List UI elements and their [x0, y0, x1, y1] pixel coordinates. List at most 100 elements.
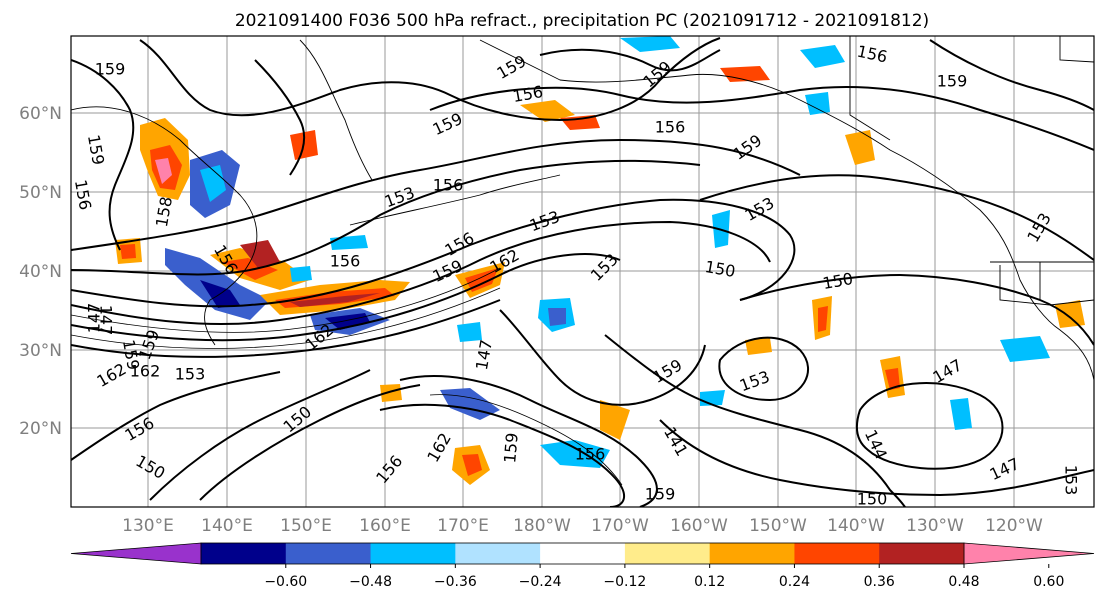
contour-label: 147 [85, 303, 104, 334]
precip-patch [462, 454, 482, 476]
coastline-aleutians [349, 174, 561, 226]
contour-label: 159 [937, 72, 968, 91]
colorbar-tick-label: −0.12 [603, 574, 646, 590]
colorbar-tick-label: −0.48 [349, 574, 392, 590]
longitude-label: 140°E [201, 516, 253, 536]
precip-patch [240, 240, 280, 268]
contour-line [399, 375, 658, 507]
precip-patch [540, 440, 610, 468]
contour-label: 162 [130, 362, 161, 381]
precip-patch [745, 338, 772, 355]
contour-line [929, 39, 1094, 111]
colorbar-segment [370, 543, 456, 564]
contour-line [71, 198, 796, 308]
precip-patch [950, 398, 972, 430]
longitude-label: 180°W [513, 516, 571, 536]
contour-label: 156 [71, 178, 95, 211]
precip-patch [800, 45, 845, 68]
contour-line-thin [71, 287, 501, 349]
longitude-label: 160°W [670, 516, 728, 536]
contour-line [718, 336, 810, 402]
precip-patch [805, 92, 830, 115]
contour-line [139, 37, 721, 122]
contour-line [379, 403, 625, 507]
colorbar-tick-label: −0.36 [434, 574, 477, 590]
precip-patch [818, 306, 828, 332]
longitude-label: 130°E [122, 516, 174, 536]
contour-line [855, 382, 1004, 470]
precip-patch [200, 165, 226, 202]
precip-patch [520, 100, 575, 122]
contour-line [71, 59, 135, 251]
contour-line [71, 371, 281, 461]
colorbar-segment [624, 543, 711, 564]
map-frame [70, 35, 1095, 508]
latitude-label: 20°N [19, 419, 62, 439]
precip-patch [457, 322, 482, 342]
contour-line [71, 299, 501, 358]
precip-patch [720, 66, 770, 82]
longitude-labels: 130°E 140°E 150°E 160°E 170°E 180°W 170°W 160°W… [122, 516, 1043, 536]
longitude-label: 170°W [591, 516, 649, 536]
precip-patch [380, 384, 402, 402]
precip-patch [120, 244, 136, 259]
contour-line [199, 384, 421, 501]
contour-label: 147 [97, 305, 116, 336]
precip-patch [290, 266, 312, 282]
colorbar-tick-label: 0.60 [1033, 574, 1064, 590]
colorbar: −0.60 −0.48 −0.36 −0.24 −0.12 0.12 0.24 0.36 0.4… [70, 542, 1095, 590]
refractivity-contours [71, 37, 1094, 507]
precip-patch [548, 308, 566, 326]
longitude-label: 120°W [985, 516, 1043, 536]
contour-line [659, 419, 1094, 497]
precip-patch [465, 268, 498, 292]
colorbar-segment [709, 543, 795, 564]
latitude-labels: 60°N 50°N 40°N 30°N 20°N [19, 104, 62, 439]
precip-patch [155, 158, 172, 184]
colorbar-extend-low [70, 542, 202, 565]
contour-label: 156 [655, 118, 686, 137]
colorbar-tick-label: −0.24 [519, 574, 562, 590]
precip-patch [620, 36, 680, 52]
latitude-label: 50°N [19, 183, 62, 203]
precip-patch [165, 248, 270, 320]
contour-line-thin [429, 394, 623, 486]
contour-label: 159 [95, 60, 126, 79]
state-borders [999, 36, 1094, 306]
precip-patch [700, 390, 725, 406]
colorbar-segment [285, 543, 372, 564]
contour-line [71, 220, 771, 326]
contour-label: 156 [330, 252, 361, 271]
contour-line [254, 59, 306, 176]
contour-label: 150 [857, 490, 888, 509]
latitude-label: 40°N [19, 262, 62, 282]
contour-label: 153 [1062, 465, 1081, 496]
longitude-label: 170°E [437, 516, 489, 536]
colorbar-tick-label: 0.24 [779, 574, 810, 590]
precip-patch [885, 368, 900, 390]
precip-patch [845, 130, 875, 165]
border-alaska-canada [849, 36, 891, 141]
longitude-label: 160°E [359, 516, 411, 536]
contour-line [71, 159, 701, 276]
colorbar-tick-label: 0.48 [948, 574, 979, 590]
colorbar-extend-high [963, 542, 1095, 565]
coastlines [71, 36, 1094, 381]
contour-label: 153 [175, 365, 206, 384]
longitude-label: 150°E [280, 516, 332, 536]
contour-line-thin [71, 267, 501, 333]
figure-title: 2021091400 F036 500 hPa refract., precip… [235, 11, 929, 31]
colorbar-frame [200, 542, 965, 565]
coastline-kamchatka [299, 39, 373, 181]
colorbar-tick-label: 0.36 [864, 574, 895, 590]
longitude-label: 150°W [749, 516, 807, 536]
colorbar-tick-label: 0.12 [694, 574, 725, 590]
precip-patch [1055, 300, 1085, 328]
colorbar-tick-label: −0.60 [264, 574, 307, 590]
refractivity-contours-thin [71, 267, 623, 486]
contour-line [739, 273, 1094, 346]
longitude-label: 140°W [827, 516, 885, 536]
contour-line [429, 85, 1094, 151]
contour-label: 156 [575, 445, 606, 464]
